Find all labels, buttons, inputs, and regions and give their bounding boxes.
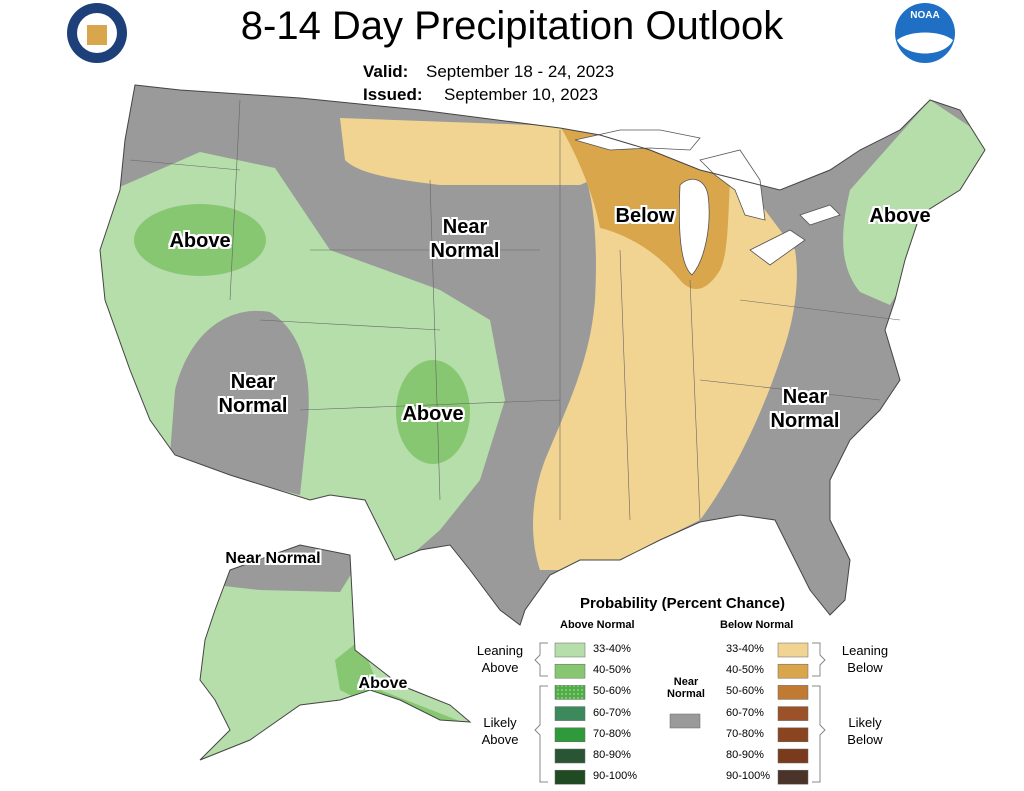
legend-swatch bbox=[554, 685, 586, 700]
legend-swatch bbox=[554, 706, 586, 721]
legend-range: 50-60% bbox=[726, 685, 764, 698]
legend-range: 80-90% bbox=[593, 749, 631, 761]
conus-outline bbox=[99, 84, 986, 626]
legend-range: 50-60% bbox=[593, 685, 631, 698]
map-label: Near Normal bbox=[430, 216, 500, 262]
legend-swatch bbox=[777, 663, 809, 679]
legend-swatch bbox=[777, 727, 809, 743]
issued-date: September 10, 2023 bbox=[444, 85, 599, 104]
legend-swatch bbox=[669, 713, 701, 729]
legend-range: 70-80% bbox=[726, 727, 764, 740]
legend-swatch bbox=[554, 663, 586, 679]
legend-near-label: Near Normal bbox=[667, 676, 705, 700]
legend-range: 33-40% bbox=[593, 643, 631, 655]
legend-range: 80-90% bbox=[726, 749, 764, 761]
legend-group: Leaning Above bbox=[476, 643, 524, 675]
map-label: Above bbox=[402, 403, 464, 425]
legend-swatch bbox=[777, 706, 809, 721]
legend-range: 60-70% bbox=[593, 706, 631, 719]
legend-swatch bbox=[777, 642, 809, 658]
legend-group: Leaning Below bbox=[841, 643, 889, 675]
map-label: Near Normal bbox=[225, 550, 321, 567]
legend-range: 40-50% bbox=[593, 664, 631, 677]
legend-swatch bbox=[777, 748, 809, 764]
legend-swatch bbox=[554, 727, 586, 743]
legend-swatch bbox=[777, 685, 809, 700]
legend-range: 70-80% bbox=[593, 727, 631, 740]
doc-seal bbox=[67, 3, 127, 63]
legend-range: 40-50% bbox=[726, 664, 764, 677]
map-label: Above bbox=[869, 205, 931, 227]
map-label: Above bbox=[358, 675, 408, 692]
map-label: Above bbox=[169, 230, 231, 252]
legend-range: 60-70% bbox=[726, 706, 764, 719]
state-lines bbox=[129, 99, 901, 521]
legend-title: Probability (Percent Chance) bbox=[579, 595, 786, 612]
legend-range: 90-100% bbox=[593, 770, 638, 783]
title: 8-14 Day Precipitation Outlook bbox=[240, 4, 784, 48]
great-lakes bbox=[574, 129, 841, 276]
logo-text: NOAA bbox=[910, 10, 939, 21]
legend bbox=[534, 642, 826, 783]
legend-swatch bbox=[777, 769, 809, 785]
legend-range: 33-40% bbox=[726, 643, 764, 655]
legend-group: Likely Above bbox=[481, 715, 519, 747]
alaska bbox=[200, 545, 470, 760]
valid-label: Valid: bbox=[363, 62, 409, 81]
noaa-logo: NOAA bbox=[895, 3, 955, 63]
map-label: Near Normal bbox=[770, 386, 840, 432]
legend-group: Likely Below bbox=[847, 715, 883, 747]
legend-range: 90-100% bbox=[726, 770, 771, 783]
valid-dates: September 18 - 24, 2023 bbox=[426, 62, 615, 81]
map-label: Near Normal bbox=[218, 371, 288, 417]
alaska-outline bbox=[199, 544, 472, 761]
map-label: Below bbox=[615, 205, 675, 227]
legend-swatch bbox=[554, 769, 586, 785]
legend-heading: Below Normal bbox=[720, 619, 794, 631]
legend-swatch bbox=[554, 642, 586, 658]
issued-label: Issued: bbox=[363, 85, 423, 104]
legend-heading: Above Normal bbox=[560, 619, 635, 631]
legend-swatch bbox=[554, 748, 586, 764]
